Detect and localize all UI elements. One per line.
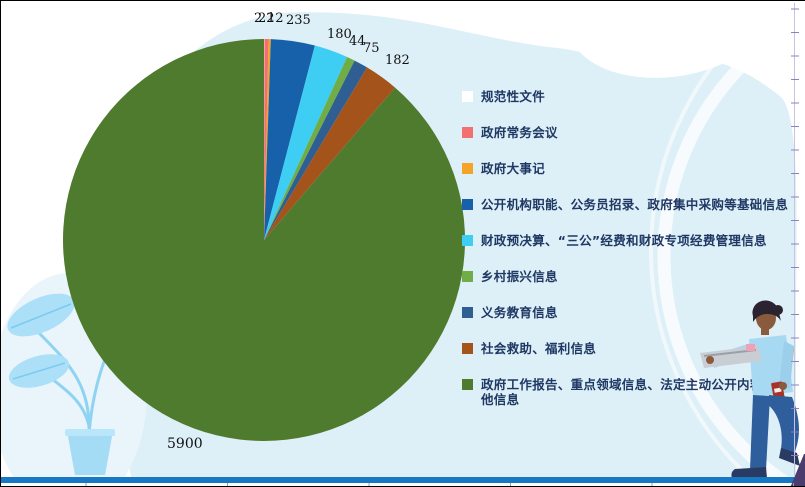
legend-item-4: 财政预决算、“三公”经费和财政专项经费管理信息 [462, 233, 794, 248]
legend-item-7: 社会救助、福利信息 [462, 341, 794, 356]
legend-label-4: 财政预决算、“三公”经费和财政专项经费管理信息 [481, 233, 767, 248]
white-ribbon [657, 10, 805, 486]
data-label-slice-4: 180 [327, 27, 352, 42]
legend-swatch-6 [462, 307, 473, 318]
white-ribbon-2 [649, 1, 782, 486]
legend-item-5: 乡村振兴信息 [462, 269, 794, 284]
pie-slice-6 [264, 60, 368, 240]
legend-swatch-0 [462, 91, 473, 102]
legend-swatch-5 [462, 271, 473, 282]
pie-slice-1 [264, 39, 269, 240]
pie-slice-5 [264, 56, 355, 240]
legend-swatch-8 [462, 379, 473, 390]
legend-item-2: 政府大事记 [462, 161, 794, 176]
data-label-slice-0: 2 [254, 11, 263, 26]
legend-swatch-4 [462, 235, 473, 246]
legend-label-6: 义务教育信息 [481, 305, 558, 320]
chart-legend: 规范性文件 政府常务会议 政府大事记 公开机构职能、公务员招录、政府集中采购等基… [462, 89, 794, 428]
data-label-slice-5: 44 [349, 34, 366, 49]
legend-item-8: 政府工作报告、重点领域信息、法定主动公开内容等其他信息 [462, 377, 794, 407]
legend-swatch-7 [462, 343, 473, 354]
legend-item-0: 规范性文件 [462, 89, 794, 104]
data-label-slice-6: 75 [363, 41, 380, 56]
legend-item-3: 公开机构职能、公务员招录、政府集中采购等基础信息 [462, 197, 794, 212]
white-blob [569, 1, 769, 78]
legend-label-7: 社会救助、福利信息 [481, 341, 597, 356]
legend-swatch-1 [462, 127, 473, 138]
pie-slice-2 [264, 39, 271, 241]
legend-swatch-2 [462, 163, 473, 174]
pie-slice-4 [264, 45, 348, 240]
legend-swatch-3 [462, 199, 473, 210]
pie-chart [62, 39, 465, 442]
legend-label-8: 政府工作报告、重点领域信息、法定主动公开内容等其他信息 [481, 377, 789, 407]
person-illustration [700, 300, 800, 478]
pie-slice-3 [264, 39, 315, 240]
data-label-slice-2: 12 [267, 11, 284, 26]
plant-pot [67, 431, 113, 475]
legend-label-5: 乡村振兴信息 [481, 269, 558, 284]
sheet-bottom-strip [1, 483, 805, 486]
bottom-accent-bar [1, 477, 805, 483]
legend-item-1: 政府常务会议 [462, 125, 794, 140]
data-label-slice-1: 22 [258, 11, 275, 26]
data-label-slice-3: 235 [286, 13, 311, 28]
data-label-slice-8: 5900 [167, 436, 203, 452]
pie-slice-7 [264, 67, 396, 240]
legend-label-3: 公开机构职能、公务员招录、政府集中采购等基础信息 [481, 197, 789, 212]
legend-label-0: 规范性文件 [481, 89, 546, 104]
legend-label-1: 政府常务会议 [481, 125, 558, 140]
data-label-slice-7: 182 [385, 53, 410, 68]
pie-slice-8 [62, 39, 465, 442]
legend-label-2: 政府大事记 [481, 161, 546, 176]
legend-item-6: 义务教育信息 [462, 305, 794, 320]
